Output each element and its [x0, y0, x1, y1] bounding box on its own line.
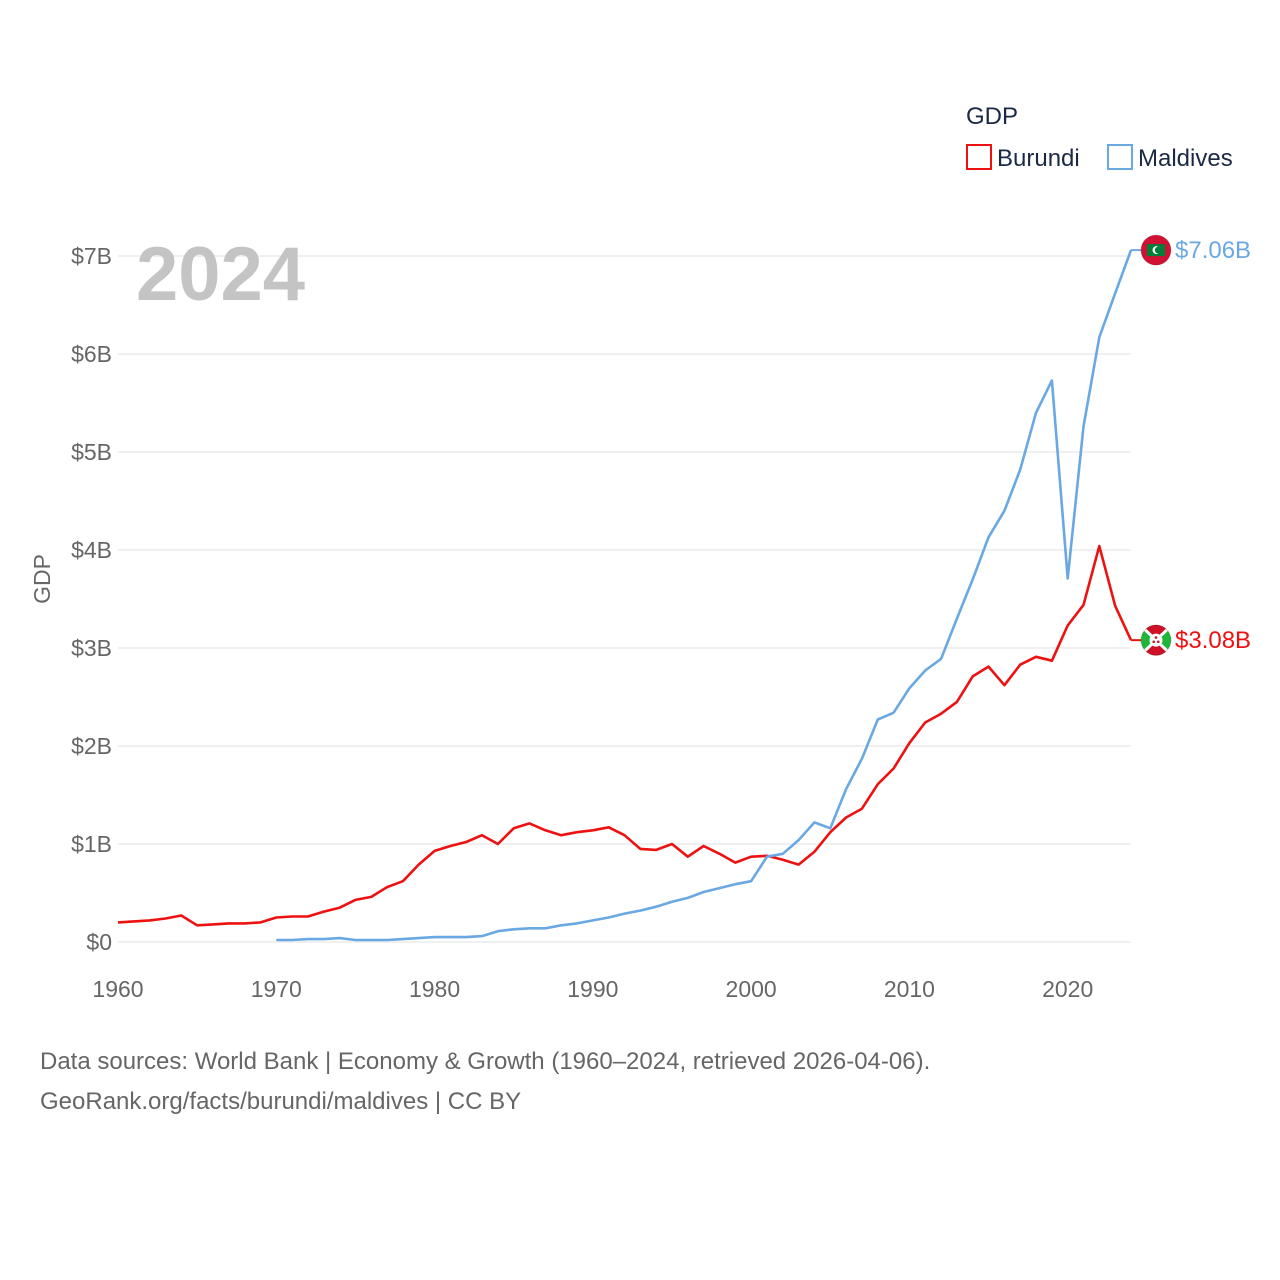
y-axis-title: GDP	[29, 554, 55, 604]
end-label-burundi: $3.08B	[1175, 627, 1251, 654]
legend-swatch-maldives	[1107, 144, 1133, 170]
legend: GDP Burundi Maldives	[966, 103, 1233, 172]
x-tick-label: 1980	[409, 976, 460, 1002]
x-tick-label: 1970	[251, 976, 302, 1002]
legend-label-burundi: Burundi	[997, 145, 1080, 172]
y-tick-label: $2B	[71, 733, 112, 759]
x-tick-label: 2020	[1042, 976, 1093, 1002]
series-lines	[117, 249, 1133, 942]
year-label: 2024	[136, 232, 305, 317]
x-tick-label: 2010	[884, 976, 935, 1002]
series-line-burundi[interactable]	[117, 544, 1133, 927]
legend-entry-maldives[interactable]: Maldives	[1107, 144, 1233, 172]
x-tick-label: 2000	[726, 976, 777, 1002]
source-line-2: GeoRank.org/facts/burundi/maldives | CC …	[40, 1088, 522, 1115]
series-end-markers: $3.08B $7.06B	[1131, 234, 1251, 656]
y-tick-label: $6B	[71, 341, 112, 367]
end-label-maldives: $7.06B	[1175, 237, 1251, 264]
y-tick-label: $4B	[71, 537, 112, 563]
source-note: Data sources: World Bank | Economy & Gro…	[40, 1042, 1240, 1122]
legend-title: GDP	[966, 103, 1018, 130]
legend-entry-burundi[interactable]: Burundi	[966, 144, 1080, 172]
y-tick-label: $0	[86, 929, 112, 955]
maldives-flag-icon	[1140, 234, 1172, 266]
x-tick-label: 1960	[92, 976, 143, 1002]
source-line-1: Data sources: World Bank | Economy & Gro…	[40, 1048, 931, 1075]
legend-swatch-burundi	[966, 144, 992, 170]
y-tick-label: $1B	[71, 831, 112, 857]
y-tick-label: $7B	[71, 243, 112, 269]
x-tick-label: 1990	[567, 976, 618, 1002]
grid-lines	[118, 255, 1131, 943]
y-axis-ticks: $0 $1B $2B $3B $4B $5B $6B $7B	[71, 243, 112, 955]
legend-label-maldives: Maldives	[1138, 145, 1233, 172]
y-tick-label: $5B	[71, 439, 112, 465]
burundi-flag-icon	[1140, 624, 1172, 656]
y-tick-label: $3B	[71, 635, 112, 661]
x-axis-ticks: 1960 1970 1980 1990 2000 2010 2020	[92, 976, 1093, 1002]
series-line-maldives[interactable]	[276, 249, 1133, 942]
